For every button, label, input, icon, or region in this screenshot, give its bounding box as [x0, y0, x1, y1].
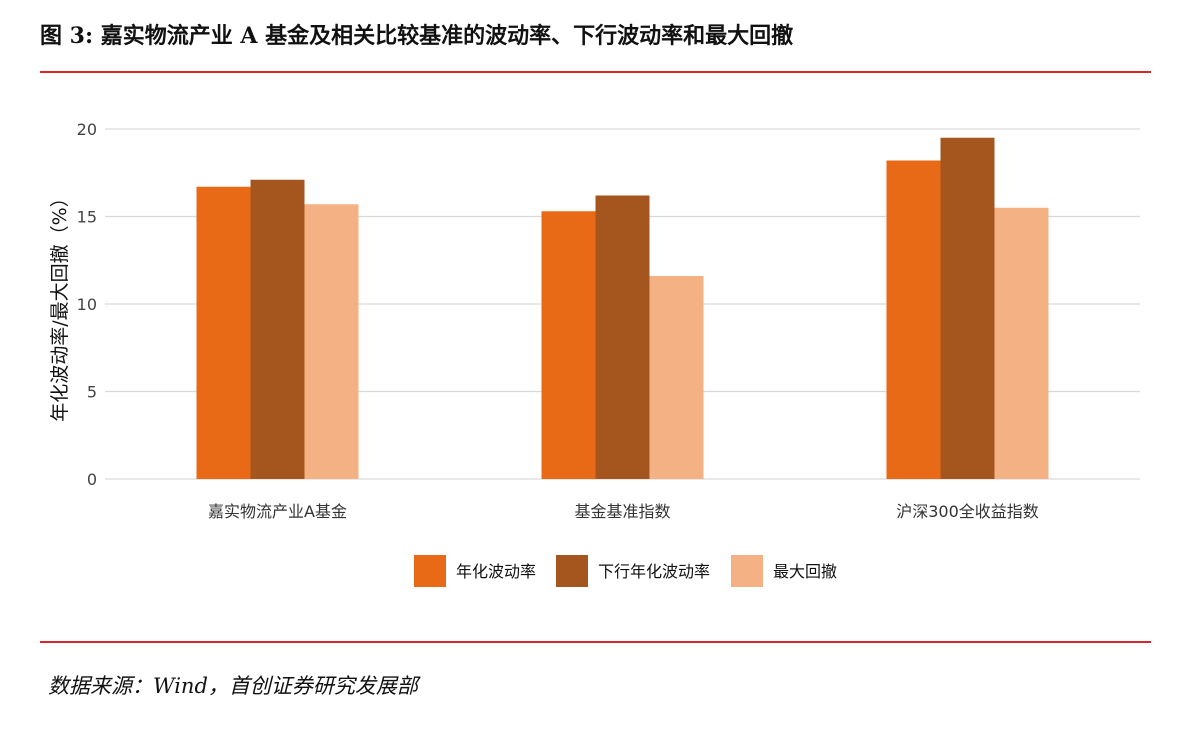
y-tick-label: 15: [77, 208, 97, 227]
x-tick-labels: 嘉实物流产业A基金 基金基准指数 沪深300全收益指数: [208, 502, 1039, 521]
x-tick-label: 嘉实物流产业A基金: [208, 502, 347, 521]
source-note: 数据来源：Wind，首创证券研究发展部: [48, 674, 418, 698]
legend-label: 最大回撤: [773, 562, 837, 581]
y-axis-label: 年化波动率/最大回撤（%）: [49, 188, 71, 421]
bar: [994, 207, 1049, 479]
bar: [304, 204, 359, 479]
legend-swatch: [414, 555, 446, 587]
figure-title: 图 3: 嘉实物流产业 A 基金及相关比较基准的波动率、下行波动率和最大回撤: [40, 23, 794, 49]
legend-swatch: [731, 555, 763, 587]
bars: [196, 137, 1049, 479]
legend: 年化波动率 下行年化波动率 最大回撤: [414, 555, 837, 587]
y-tick-label: 20: [77, 120, 97, 139]
bar: [649, 276, 704, 479]
bottom-rule: [40, 641, 1151, 643]
legend-label: 年化波动率: [456, 562, 536, 581]
top-rule: [40, 71, 1151, 73]
bar: [196, 186, 251, 479]
bar: [541, 211, 596, 479]
y-tick-label: 5: [87, 383, 97, 402]
bar: [595, 195, 650, 479]
legend-label: 下行年化波动率: [598, 562, 710, 581]
y-tick-label: 10: [77, 295, 97, 314]
x-tick-label: 基金基准指数: [574, 502, 670, 521]
legend-swatch: [556, 555, 588, 587]
y-tick-label: 0: [87, 470, 97, 489]
bar: [250, 179, 305, 479]
bar: [940, 137, 995, 479]
y-tick-labels: 0 5 10 15 20: [77, 120, 97, 489]
x-tick-label: 沪深300全收益指数: [896, 502, 1039, 521]
bar: [886, 160, 941, 479]
